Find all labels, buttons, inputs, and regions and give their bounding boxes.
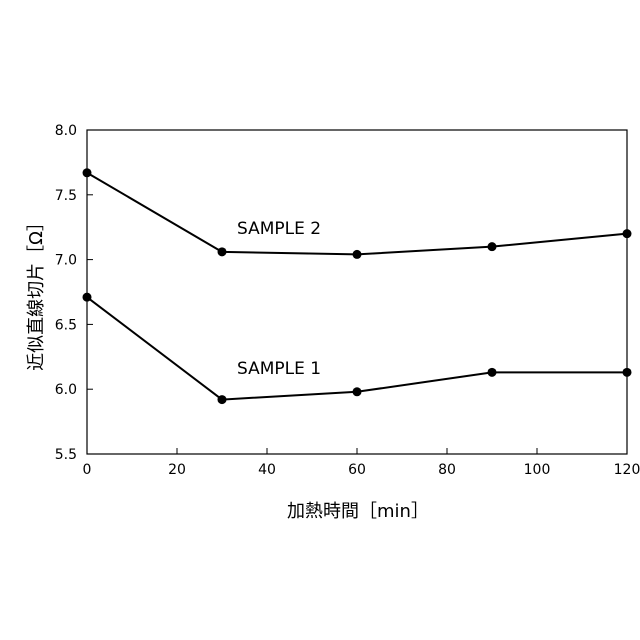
x-tick-label: 40 (258, 462, 276, 478)
data-point (353, 250, 362, 259)
x-tick-label: 0 (83, 462, 92, 478)
data-point (218, 395, 227, 404)
x-tick-label: 20 (168, 462, 186, 478)
series-line (87, 173, 627, 255)
x-tick-label: 120 (614, 462, 640, 478)
series-group: SAMPLE 2 SAMPLE 1 (83, 168, 632, 404)
data-point (83, 168, 92, 177)
series-label: SAMPLE 1 (237, 359, 321, 379)
x-axis-title: 加熱時間［min］ (287, 501, 429, 522)
x-axis-ticks: 0 20 40 60 80 100 120 (83, 448, 640, 478)
y-tick-label: 6.0 (55, 382, 77, 398)
y-tick-label: 8.0 (55, 123, 77, 139)
data-point (623, 229, 632, 238)
series-line (87, 297, 627, 399)
y-axis-title: 近似直線切片［Ω］ (26, 213, 47, 371)
x-tick-label: 100 (524, 462, 551, 478)
data-point (353, 387, 362, 396)
plot-frame (87, 130, 627, 454)
x-tick-label: 80 (438, 462, 456, 478)
series-label: SAMPLE 2 (237, 219, 321, 239)
data-point (218, 247, 227, 256)
data-point (83, 293, 92, 302)
data-point (623, 368, 632, 377)
data-point (488, 368, 497, 377)
data-point (488, 242, 497, 251)
y-tick-label: 6.5 (55, 317, 77, 333)
y-tick-label: 5.5 (55, 447, 77, 463)
y-tick-label: 7.5 (55, 188, 77, 204)
y-tick-label: 7.0 (55, 253, 77, 269)
x-tick-label: 60 (348, 462, 366, 478)
